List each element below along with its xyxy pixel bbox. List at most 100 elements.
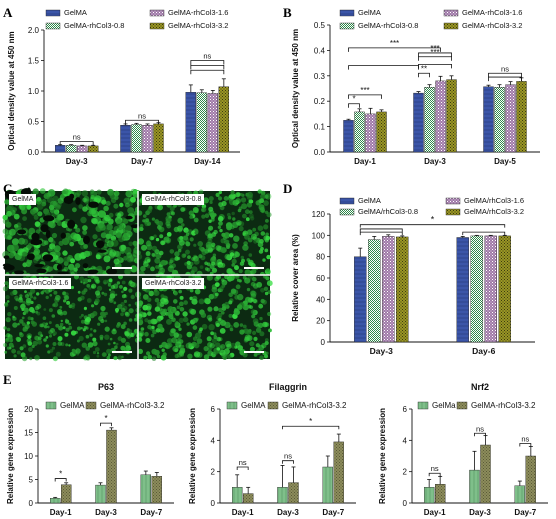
fluorescence-speck <box>103 205 109 212</box>
x-category-label: Day-7 <box>322 508 344 517</box>
y-axis-label: Optical density value at 450 nm <box>7 31 16 150</box>
fluorescence-speck <box>74 192 80 199</box>
fluorescence-speck <box>13 306 18 310</box>
fluorescence-speck <box>246 229 253 235</box>
fluorescence-speck <box>43 308 47 311</box>
fluorescence-speck <box>154 257 161 264</box>
pore <box>57 271 69 275</box>
fluorescence-speck <box>38 336 42 341</box>
fluorescence-speck <box>208 225 214 231</box>
fluorescence-speck <box>71 348 76 353</box>
fluorescence-speck <box>11 345 15 348</box>
legend-swatch <box>417 401 429 410</box>
fluorescence-speck <box>36 311 41 316</box>
fluorescence-speck <box>221 311 225 315</box>
fluorescence-speck <box>27 335 32 339</box>
fluorescence-speck <box>228 300 233 305</box>
fluorescence-speck <box>146 259 151 263</box>
legend-swatch <box>85 401 97 410</box>
fluorescence-speck <box>209 343 215 349</box>
fluorescence-speck <box>80 319 85 324</box>
bar-4 <box>446 79 457 153</box>
y-tick-label: 80 <box>316 253 325 262</box>
fluorescence-speck <box>128 288 133 293</box>
fluorescence-speck <box>30 300 34 305</box>
y-axis-label: Relative gene expression <box>6 408 15 504</box>
fluorescence-speck <box>179 307 185 312</box>
bar-1 <box>120 124 131 153</box>
pore <box>106 268 118 275</box>
bar-1 <box>354 256 367 343</box>
legend-label: GelMA-rhCol3-1.6 <box>168 8 228 17</box>
fluorescence-speck <box>53 331 57 335</box>
fluorescence-speck <box>63 256 70 264</box>
fluorescence-speck <box>88 286 92 290</box>
fluorescence-speck <box>130 265 138 273</box>
fluorescence-speck <box>208 206 214 212</box>
fluorescence-speck <box>158 250 164 256</box>
fluorescence-speck <box>186 260 191 265</box>
fluorescence-speck <box>201 250 207 256</box>
fluorescence-speck <box>221 284 226 288</box>
fluorescence-speck <box>211 242 216 247</box>
fluorescence-speck <box>197 241 203 247</box>
significance-bracket <box>418 56 452 61</box>
fluorescence-speck <box>145 303 152 310</box>
fluorescence-speck <box>171 263 176 269</box>
fluorescence-speck <box>8 337 14 343</box>
fluorescence-speck <box>228 292 233 298</box>
fluorescence-speck <box>94 195 102 203</box>
y-tick-label: 2 <box>403 468 408 477</box>
pore <box>40 224 49 233</box>
fluorescence-speck <box>91 209 97 215</box>
fluorescence-speck <box>250 297 255 302</box>
fluorescence-speck <box>107 353 111 357</box>
fluorescence-speck <box>232 243 238 249</box>
fluorescence-speck <box>155 237 160 242</box>
fluorescence-speck <box>124 331 130 337</box>
fluorescence-speck <box>267 290 272 294</box>
panel-letter-d: D <box>283 181 292 196</box>
fluorescence-speck <box>265 232 269 237</box>
pore <box>42 254 54 262</box>
bar-1 <box>514 485 525 504</box>
pore <box>36 268 47 274</box>
pore <box>67 219 76 229</box>
fluorescence-speck <box>223 196 229 201</box>
fluorescence-speck <box>198 189 204 195</box>
fluorescence-speck <box>267 311 272 317</box>
significance-label: * <box>431 215 435 225</box>
legend-swatch <box>45 401 57 410</box>
fluorescence-speck <box>121 280 126 285</box>
fluorescence-speck <box>47 220 54 228</box>
fluorescence-speck <box>217 216 224 222</box>
pore <box>96 240 105 249</box>
scale-bar <box>112 351 132 353</box>
fluorescence-speck <box>93 329 97 333</box>
fluorescence-speck <box>208 317 213 322</box>
fluorescence-speck <box>150 266 155 272</box>
fluorescence-speck <box>12 316 17 321</box>
fluorescence-speck <box>244 209 250 215</box>
fluorescence-speck <box>63 299 67 303</box>
pore <box>97 249 107 253</box>
fluorescence-speck <box>57 336 63 341</box>
significance-bracket <box>190 64 225 70</box>
significance-bracket <box>348 47 441 52</box>
fluorescence-speck <box>83 307 87 311</box>
fluorescence-speck <box>45 336 49 339</box>
fluorescence-speck <box>82 206 88 212</box>
fluorescence-speck <box>51 209 59 217</box>
fluorescence-speck <box>178 327 182 331</box>
fluorescence-speck <box>66 300 71 305</box>
y-tick-label: 60 <box>316 274 325 283</box>
fluorescence-speck <box>252 276 257 282</box>
fluorescence-speck <box>203 297 210 304</box>
fluorescence-speck <box>222 236 227 240</box>
significance-label: ns <box>284 452 292 461</box>
fluorescence-speck <box>230 342 237 349</box>
fluorescence-speck <box>124 268 131 275</box>
fluorescence-speck <box>181 347 186 352</box>
fluorescence-speck <box>245 217 250 222</box>
